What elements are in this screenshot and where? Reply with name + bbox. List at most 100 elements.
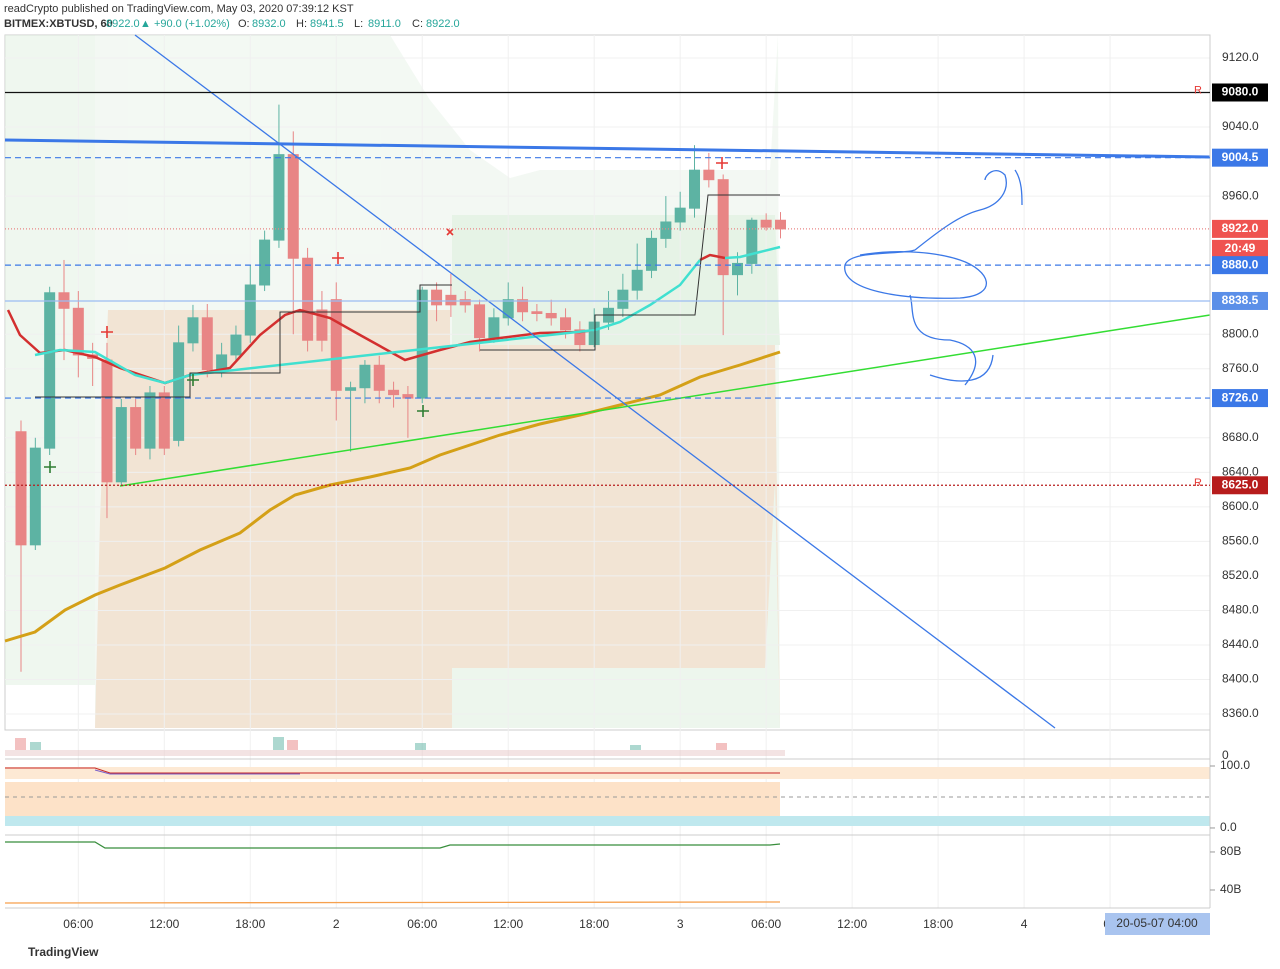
y-tick-label: 8560.0 (1222, 534, 1259, 548)
x-tick-label: 06:00 (63, 917, 93, 931)
chart-layer (5, 35, 1210, 908)
candle-body (517, 299, 529, 313)
candle-body (15, 431, 27, 546)
price-box (1212, 389, 1268, 408)
x-tick-label: 3 (677, 917, 684, 931)
candle-body (173, 342, 185, 441)
price-box (1212, 476, 1268, 495)
candle-body (158, 392, 170, 449)
candle-body (717, 179, 729, 276)
y-tick-label: 9040.0 (1222, 119, 1259, 133)
y-tick-label: 8680.0 (1222, 430, 1259, 444)
y-tick-label: 9120.0 (1222, 50, 1259, 64)
ohlc-value: 8941.5 (310, 18, 344, 30)
price-label: 8838.5 (1222, 293, 1259, 307)
candle-body (431, 289, 443, 306)
y-tick-label: 8360.0 (1222, 706, 1259, 720)
candle-body (345, 387, 357, 391)
candle-body (201, 317, 213, 371)
x-tick-label: 12:00 (837, 917, 867, 931)
y-tick-label: 8400.0 (1222, 672, 1259, 686)
candle-body (330, 299, 342, 391)
candle-body (774, 219, 786, 230)
volume-bars (5, 737, 785, 756)
volume-tick-label: 0 (1222, 748, 1229, 762)
y-tick-label: 8600.0 (1222, 499, 1259, 513)
candle-body (502, 299, 514, 319)
candle-body (474, 304, 486, 339)
ohlc-value: 8932.0 (252, 18, 286, 30)
candle-body (144, 392, 156, 449)
candle-body (646, 237, 658, 271)
y-tick-label: 8760.0 (1222, 361, 1259, 375)
price-label: 8922.0 (1222, 221, 1259, 235)
candle-body (302, 257, 314, 341)
countdown: 20:49 (1225, 241, 1256, 255)
candle-body (545, 312, 557, 319)
price-label: 8880.0 (1222, 257, 1259, 271)
x-tick-label: 18:00 (923, 917, 953, 931)
pane-tick-label: 80B (1220, 844, 1241, 858)
price-label: 8726.0 (1222, 390, 1259, 404)
candle-body (388, 389, 400, 396)
candle-body (631, 269, 643, 291)
y-tick-label: 8480.0 (1222, 603, 1259, 617)
candle-body (373, 364, 385, 391)
byline: readCrypto published on TradingView.com,… (4, 3, 354, 15)
pane-tick-label: 100.0 (1220, 758, 1250, 772)
ohlc-value: 8922.0 (426, 18, 460, 30)
candle-body (187, 317, 199, 344)
candle-body (574, 329, 586, 346)
ohlc-key: C: (412, 18, 423, 30)
y-tick-label: 8520.0 (1222, 568, 1259, 582)
candle-body (588, 321, 600, 346)
ohlc-key: O: (238, 18, 250, 30)
x-tick-label: 06:00 (407, 917, 437, 931)
price-label: 9004.5 (1222, 150, 1259, 164)
candle-body (445, 294, 457, 306)
change: ▲ +90.0 (+1.02%) (140, 18, 230, 30)
candle-body (244, 284, 256, 336)
candle-body (660, 221, 672, 239)
price-box (1212, 256, 1268, 275)
candle-body (760, 219, 772, 228)
candle-body (416, 289, 428, 399)
x-tick-label: 2 (333, 917, 340, 931)
candle-body (115, 407, 127, 483)
pane-tick-label: 0.0 (1220, 820, 1237, 834)
symbol: BITMEX:XBTUSD, 60 (4, 18, 113, 30)
alert-marker: R (1194, 84, 1202, 96)
ohlc-key: H: (296, 18, 307, 30)
candle-body (617, 289, 629, 309)
x-tick-label: 4 (1021, 917, 1028, 931)
price-box (1212, 83, 1268, 102)
candle-body (689, 169, 701, 209)
candle-body (72, 307, 84, 356)
price-box (1212, 219, 1268, 238)
candle-body (732, 262, 743, 276)
price-label: 9080.0 (1222, 85, 1259, 99)
ohlc-value: 8911.0 (368, 18, 401, 30)
x-tick-label: 12:00 (493, 917, 523, 931)
candle-body (29, 447, 41, 546)
candle-body (488, 317, 500, 339)
brand: TradingView (28, 945, 99, 959)
candle-body (101, 359, 113, 483)
candle-body (359, 364, 371, 389)
x-tick-label: 18:00 (579, 917, 609, 931)
candle-body (531, 311, 543, 314)
candle-body (746, 219, 758, 264)
price-label: 8625.0 (1222, 477, 1259, 491)
last-price: 8922.0 (106, 18, 140, 30)
y-tick-label: 8640.0 (1222, 464, 1259, 478)
alert-marker: R (1194, 477, 1202, 489)
candle-body (273, 154, 285, 241)
candle-body (44, 292, 56, 449)
candle-body (316, 309, 328, 341)
crosshair-time: 20-05-07 04:00 (1116, 916, 1198, 930)
x-tick-label: 06:00 (751, 917, 781, 931)
panes-frame (5, 35, 1211, 909)
candle-body (259, 239, 271, 286)
